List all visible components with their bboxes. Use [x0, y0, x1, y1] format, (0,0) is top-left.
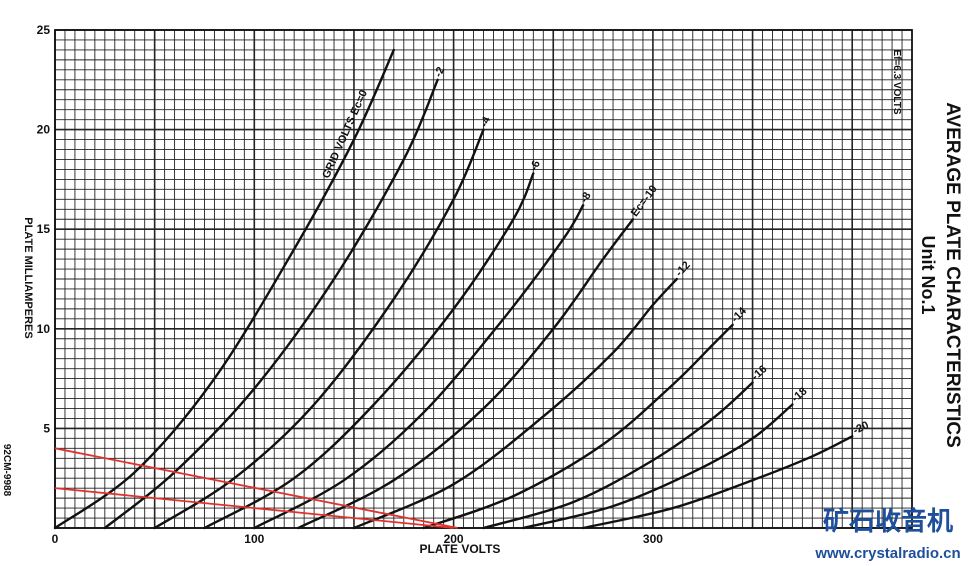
curve--12 — [352, 277, 679, 530]
curve-label: -6 — [528, 159, 543, 173]
curve-label: -8 — [578, 190, 593, 205]
load-line — [54, 447, 458, 529]
curve--20 — [581, 435, 854, 530]
x-axis-label: PLATE VOLTS — [420, 542, 501, 556]
curve-label: -4 — [478, 114, 493, 129]
curve--16 — [482, 381, 754, 530]
curve-label: GRID VOLTS Ec=0 — [320, 88, 370, 180]
y-tick-label: 20 — [37, 123, 51, 137]
curve-label: -2 — [432, 65, 447, 79]
chart-subtitle: Unit No.1 — [918, 236, 938, 315]
curve--14 — [422, 323, 734, 530]
y-tick-label: 25 — [37, 23, 51, 37]
curve-labels: GRID VOLTS Ec=0-2-4-6-8 Ec=-10-12-14-16-1… — [320, 65, 870, 437]
curve-grid-volts-ec-0 — [53, 48, 396, 530]
axis-ticks: 0 100 200 300 5 10 15 20 25 — [37, 23, 664, 546]
grid-voltage-curves — [53, 48, 854, 530]
watermark-url: www.crystalradio.cn — [814, 545, 960, 562]
y-tick-label: 15 — [37, 222, 51, 236]
curve--4 — [153, 128, 485, 530]
x-tick-label: 100 — [244, 532, 264, 546]
curve--6 — [203, 172, 535, 530]
x-tick-label: 0 — [52, 532, 59, 546]
curve--2 — [103, 78, 439, 530]
curve--8 — [253, 204, 585, 530]
y-axis-label: PLATE MILLIAMPERES — [22, 217, 34, 338]
load-line — [54, 487, 454, 529]
curve-ec-10 — [296, 218, 635, 530]
figure-code: 92CM-9988 — [1, 444, 12, 497]
chart-grid — [54, 29, 913, 529]
chart-title: AVERAGE PLATE CHARACTERISTICS — [942, 102, 963, 448]
curve--18 — [522, 403, 794, 530]
x-tick-label: 200 — [444, 532, 464, 546]
curve-label: Ec=-10 — [629, 183, 660, 219]
filament-annotation: Ef=6.3 VOLTS — [891, 49, 902, 114]
load-lines — [54, 447, 458, 529]
watermark-chinese: 矿石收音机 — [823, 506, 953, 537]
curve-label: -12 — [673, 259, 693, 279]
x-tick-label: 300 — [643, 532, 663, 546]
curve-label: -20 — [851, 419, 871, 437]
y-tick-label: 5 — [43, 421, 50, 435]
y-tick-label: 10 — [37, 322, 51, 336]
